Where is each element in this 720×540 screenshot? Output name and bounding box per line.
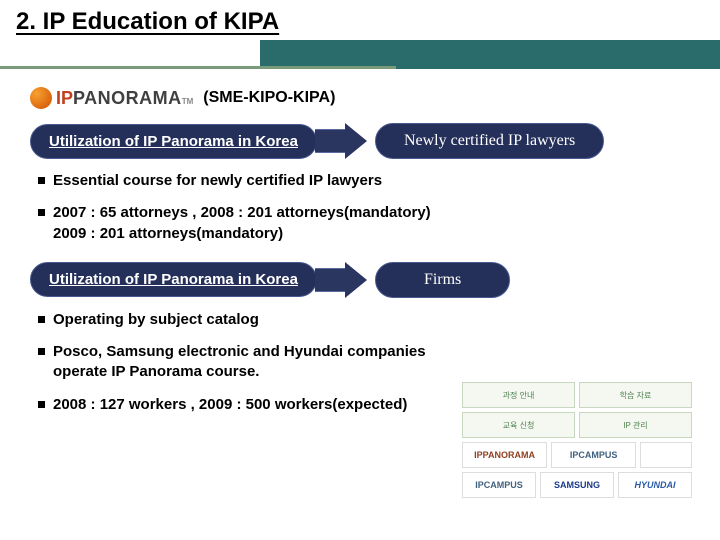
list-item: Essential course for newly certified IP … [38, 171, 690, 191]
bullet-icon [38, 401, 45, 408]
ip-panorama-logo: IP PANORAMA TM [30, 87, 193, 109]
company-logo-grid: 과정 안내 학습 자료 교육 신청 IP 관리 IPPANORAMA IPCAM… [462, 382, 692, 498]
list-item: 2007 : 65 attorneys , 2008 : 201 attorne… [38, 203, 690, 244]
list-item: 2008 : 127 workers , 2009 : 500 workers(… [38, 395, 458, 415]
arrow-icon [315, 123, 367, 159]
brand-misc [640, 442, 692, 468]
bullet-text: 2008 : 127 workers , 2009 : 500 workers(… [53, 395, 407, 415]
logo-panorama: PANORAMA [73, 88, 182, 109]
section1-right-pill: Newly certified IP lawyers [375, 123, 604, 159]
bullet-text: 2007 : 65 attorneys , 2008 : 201 attorne… [53, 203, 431, 244]
logo-row: IP PANORAMA TM (SME-KIPO-KIPA) [30, 87, 690, 109]
bullet-icon [38, 348, 45, 355]
list-item: Posco, Samsung electronic and Hyundai co… [38, 342, 458, 383]
bullet-text: Essential course for newly certified IP … [53, 171, 382, 191]
section1-bullets: Essential course for newly certified IP … [38, 171, 690, 244]
bullet-icon [38, 177, 45, 184]
globe-icon [30, 87, 52, 109]
grid-cell: 과정 안내 [462, 382, 575, 408]
bullet-text: Operating by subject catalog [53, 310, 259, 330]
slide-title: 2. IP Education of KIPA [0, 0, 720, 40]
section2-header: Utilization of IP Panorama in Korea Firm… [30, 262, 690, 298]
bullet-icon [38, 209, 45, 216]
bullet-icon [38, 316, 45, 323]
section1-left-pill: Utilization of IP Panorama in Korea [30, 124, 317, 159]
grid-cell: 교육 신청 [462, 412, 575, 438]
section2-left-pill: Utilization of IP Panorama in Korea [30, 262, 317, 297]
brand-ippanorama: IPPANORAMA [462, 442, 547, 468]
brand-ipcampus: IPCAMPUS [551, 442, 636, 468]
slide-content: IP PANORAMA TM (SME-KIPO-KIPA) Utilizati… [0, 87, 720, 415]
grid-cell: IP 관리 [579, 412, 692, 438]
section1-header: Utilization of IP Panorama in Korea Newl… [30, 123, 690, 159]
brand-hyundai: HYUNDAI [618, 472, 692, 498]
list-item: Operating by subject catalog [38, 310, 458, 330]
grid-cell: 학습 자료 [579, 382, 692, 408]
logo-tm: TM [182, 97, 194, 106]
brand-samsung: SAMSUNG [540, 472, 614, 498]
brand-ipcampus2: IPCAMPUS [462, 472, 536, 498]
subtitle: (SME-KIPO-KIPA) [203, 89, 335, 107]
bullet-text: Posco, Samsung electronic and Hyundai co… [53, 342, 458, 383]
section2-right-pill: Firms [375, 262, 510, 298]
section2-bullets: Operating by subject catalog Posco, Sams… [38, 310, 458, 415]
header-accent [0, 66, 720, 69]
header-strip [260, 40, 720, 66]
logo-ip: IP [56, 88, 73, 109]
logo-text: IP PANORAMA TM [56, 88, 193, 109]
arrow-icon [315, 262, 367, 298]
